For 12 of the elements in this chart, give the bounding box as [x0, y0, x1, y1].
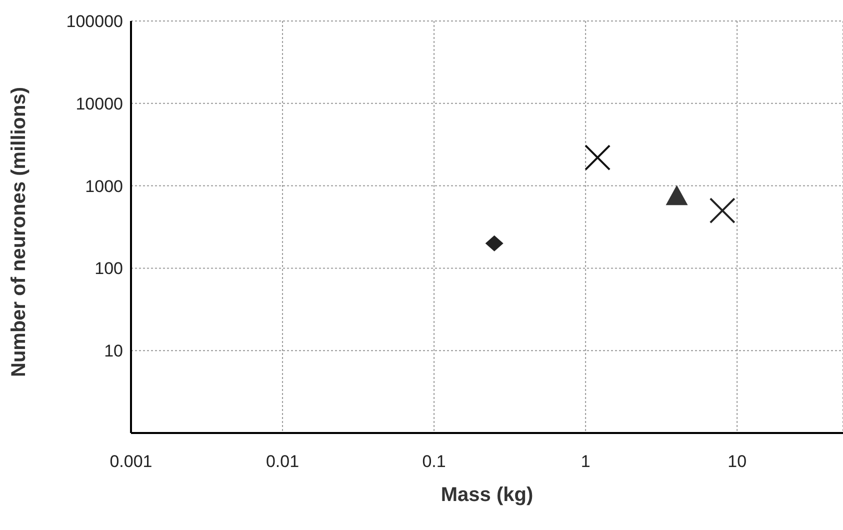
- y-tick-label: 10: [104, 342, 123, 361]
- x-tick-label: 0.01: [266, 452, 300, 472]
- y-tick-label: 10000: [76, 94, 123, 114]
- x-tick-label: 0.1: [422, 452, 446, 472]
- y-tick-label: 1000: [85, 176, 123, 196]
- y-axis-title: Number of neurones (millions): [8, 86, 30, 377]
- x-axis-title: Mass (kg): [440, 484, 534, 506]
- x-tick-label: 0.001: [110, 452, 152, 472]
- x-tick-label: 1: [580, 452, 590, 472]
- y-tick-label: 100: [94, 259, 123, 278]
- x-tick-label: 10: [728, 452, 747, 472]
- y-tick-label: 100000: [66, 12, 123, 32]
